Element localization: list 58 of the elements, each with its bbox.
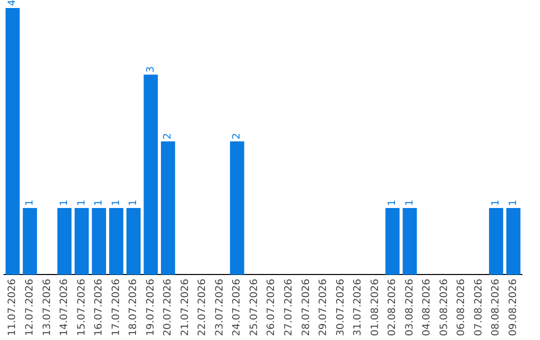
x-tick-label: 19.07.2026	[145, 278, 156, 336]
x-tick-label: 12.07.2026	[24, 278, 36, 336]
data-label: 2	[162, 132, 174, 140]
bar	[230, 141, 244, 275]
x-tick-label: 30.07.2026	[335, 278, 346, 336]
x-tick-label: 06.08.2026	[456, 278, 468, 336]
x-tick-label: 02.08.2026	[387, 278, 398, 336]
x-tick-label: 03.08.2026	[404, 278, 416, 336]
bar	[385, 208, 400, 275]
bar	[74, 208, 89, 275]
data-label: 1	[94, 200, 105, 206]
data-label: 1	[110, 200, 122, 206]
bar	[402, 208, 417, 275]
x-tick-label: 14.07.2026	[59, 278, 70, 336]
x-tick-label: 16.07.2026	[94, 278, 105, 336]
x-tick-label: 11.07.2026	[7, 278, 18, 336]
x-tick-label: 29.07.2026	[318, 278, 330, 336]
x-tick-label: 05.08.2026	[438, 278, 450, 336]
x-tick-label: 01.08.2026	[370, 278, 381, 336]
x-tick-label: 31.07.2026	[352, 278, 364, 336]
x-tick-label: 20.07.2026	[162, 278, 174, 336]
data-label: 2	[232, 132, 243, 140]
x-tick-label: 28.07.2026	[300, 278, 312, 336]
x-tick-label: 18.07.2026	[128, 278, 140, 336]
data-label: 1	[128, 200, 140, 206]
x-tick-label: 09.08.2026	[508, 278, 519, 336]
x-tick-label: 07.08.2026	[473, 278, 484, 336]
data-label: 3	[145, 66, 156, 73]
x-tick-label: 21.07.2026	[180, 278, 191, 336]
x-tick-label: 23.07.2026	[214, 278, 226, 336]
x-tick-label: 27.07.2026	[283, 278, 294, 336]
bar	[126, 208, 141, 275]
data-label: 4	[7, 0, 18, 6]
data-label: 1	[387, 200, 398, 206]
data-label: 1	[59, 200, 70, 206]
x-tick-label: 22.07.2026	[197, 278, 208, 336]
bar	[57, 208, 72, 275]
bar	[6, 8, 20, 275]
bar	[506, 208, 520, 275]
x-tick-label: 13.07.2026	[42, 278, 53, 336]
bar	[160, 141, 176, 275]
bar	[489, 208, 504, 275]
x-tick-label: 24.07.2026	[232, 278, 243, 336]
x-tick-label: 04.08.2026	[422, 278, 433, 336]
data-label: 1	[24, 200, 36, 206]
x-tick-label: 25.07.2026	[248, 278, 260, 336]
bar	[22, 208, 37, 275]
data-label: 1	[76, 200, 88, 206]
data-label: 1	[490, 200, 502, 206]
x-tick-label: 08.08.2026	[490, 278, 502, 336]
bar	[144, 74, 158, 275]
x-tick-label: 15.07.2026	[76, 278, 88, 336]
bar	[109, 208, 124, 275]
x-tick-label: 17.07.2026	[110, 278, 122, 336]
x-tick-label: 26.07.2026	[266, 278, 278, 336]
bar	[92, 208, 106, 275]
data-label: 1	[508, 200, 519, 206]
data-label: 1	[404, 200, 416, 206]
